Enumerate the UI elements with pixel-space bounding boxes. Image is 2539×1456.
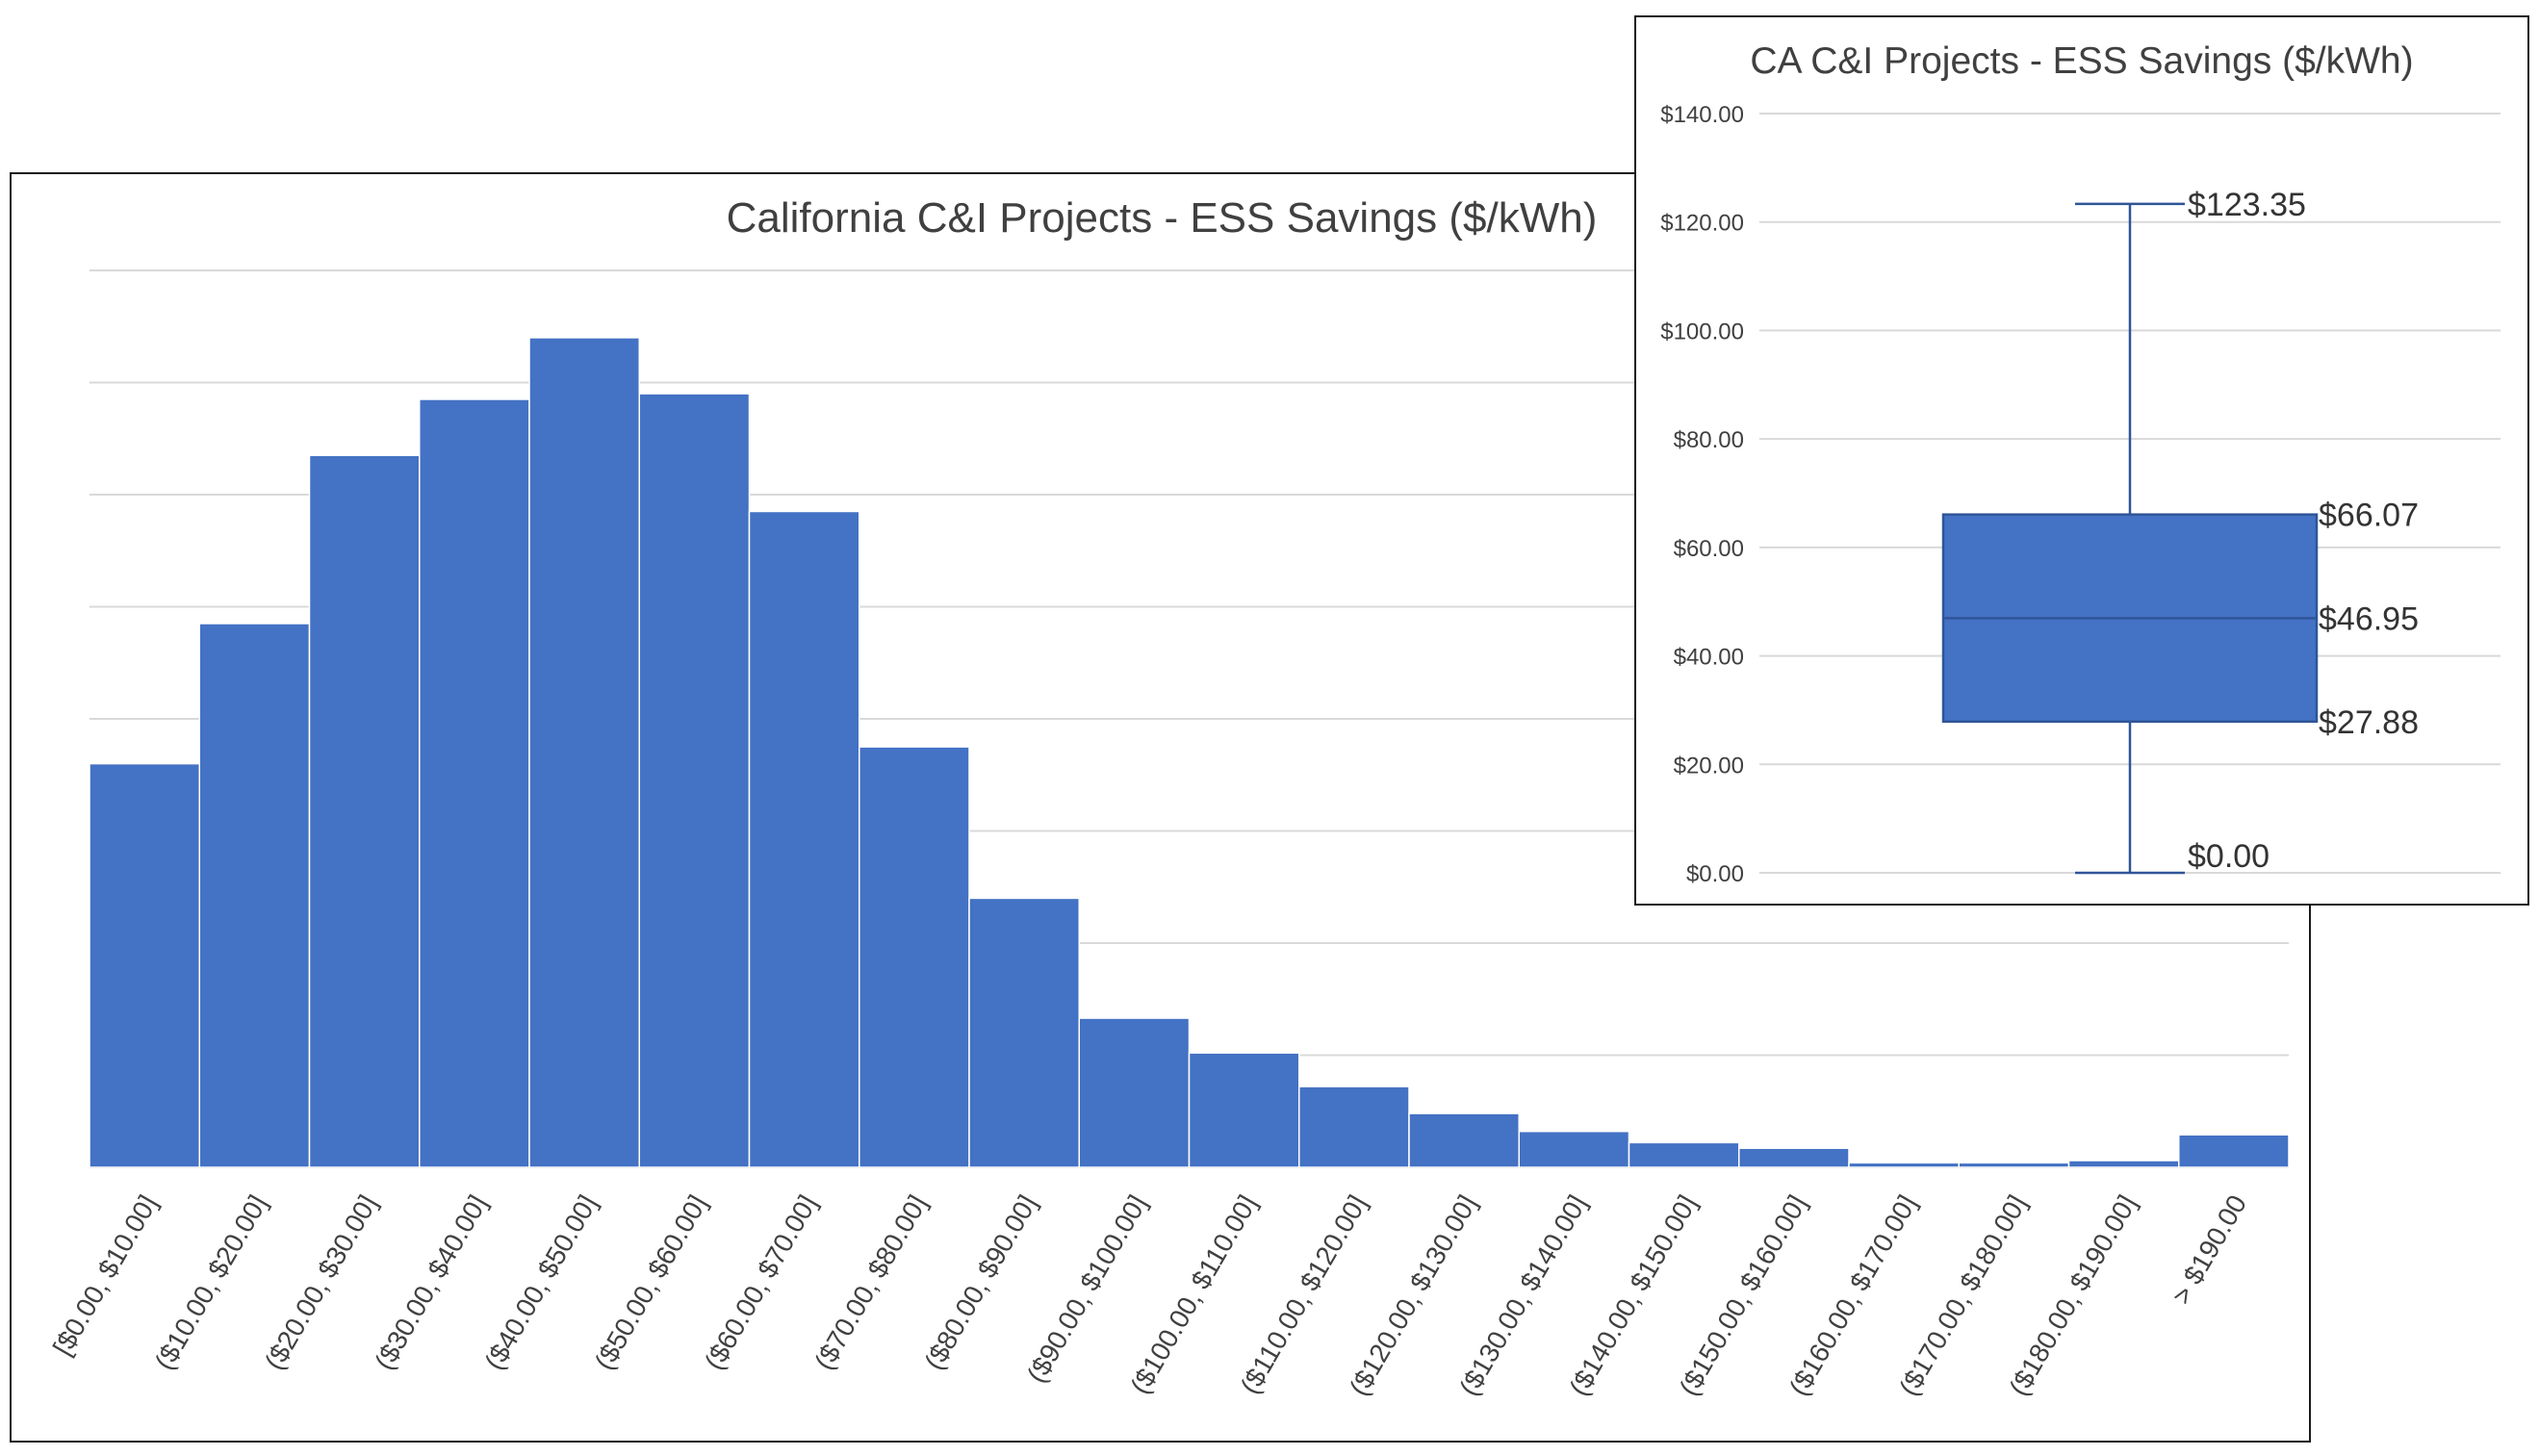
x-tick-label: ($120.00, $130.00] bbox=[1344, 1190, 1482, 1401]
histogram-title: California C&I Projects - ESS Savings ($… bbox=[727, 194, 1598, 242]
y-tick-label: $60.00 bbox=[1674, 536, 1744, 562]
histogram-bar bbox=[1298, 1086, 1410, 1168]
histogram-bar bbox=[419, 398, 530, 1168]
x-tick-label: ($150.00, $160.00] bbox=[1674, 1190, 1812, 1401]
histogram-bar bbox=[528, 337, 640, 1168]
histogram-bar bbox=[2067, 1160, 2180, 1168]
x-tick-label: ($60.00, $70.00] bbox=[699, 1190, 823, 1375]
x-tick-label: [$0.00, $10.00] bbox=[47, 1190, 163, 1361]
y-tick-label: $20.00 bbox=[1674, 753, 1744, 779]
data-label-q3: $66.07 bbox=[2319, 498, 2419, 534]
x-tick-label: ($30.00, $40.00] bbox=[369, 1190, 493, 1375]
histogram-bar bbox=[1078, 1017, 1191, 1168]
histogram-bar bbox=[2178, 1134, 2290, 1168]
data-label-median: $46.95 bbox=[2319, 600, 2419, 637]
box-plot-chart: CA C&I Projects - ESS Savings ($/kWh) $0… bbox=[1634, 15, 2529, 906]
histogram-bar bbox=[1738, 1147, 1850, 1168]
histogram-bar bbox=[1628, 1141, 1740, 1168]
histogram-bar bbox=[1408, 1112, 1520, 1168]
x-tick-label: ($80.00, $90.00] bbox=[918, 1190, 1042, 1375]
x-tick-label: ($20.00, $30.00] bbox=[259, 1190, 383, 1375]
x-tick-label: > $190.00 bbox=[2167, 1190, 2253, 1310]
x-tick-label: ($100.00, $110.00] bbox=[1124, 1190, 1262, 1399]
x-tick-label: ($70.00, $80.00] bbox=[808, 1190, 933, 1375]
x-tick-label: ($130.00, $140.00] bbox=[1453, 1190, 1592, 1401]
histogram-bar bbox=[308, 454, 421, 1168]
x-tick-label: ($90.00, $100.00] bbox=[1021, 1190, 1153, 1389]
x-tick-label: ($50.00, $60.00] bbox=[589, 1190, 713, 1375]
data-label-q1: $27.88 bbox=[2319, 704, 2419, 741]
box-plot-title: CA C&I Projects - ESS Savings ($/kWh) bbox=[1750, 40, 2413, 82]
histogram-bar bbox=[638, 393, 751, 1168]
data-label-min: $0.00 bbox=[2188, 838, 2270, 875]
histogram-bar bbox=[748, 510, 860, 1168]
x-tick-label: ($110.00, $120.00] bbox=[1235, 1190, 1372, 1399]
box-plot-svg: CA C&I Projects - ESS Savings ($/kWh) $0… bbox=[1660, 40, 2501, 887]
y-tick-label: $120.00 bbox=[1660, 211, 1744, 237]
x-tick-label: ($160.00, $170.00] bbox=[1783, 1190, 1922, 1401]
y-tick-label: $40.00 bbox=[1674, 645, 1744, 671]
y-tick-label: $80.00 bbox=[1674, 427, 1744, 453]
histogram-svg: California C&I Projects - ESS Savings ($… bbox=[47, 194, 2290, 1401]
histogram-bar bbox=[859, 746, 970, 1168]
histogram-bar bbox=[1958, 1162, 2070, 1168]
histogram-bar bbox=[1188, 1052, 1300, 1168]
y-tick-label: $0.00 bbox=[1686, 861, 1744, 887]
x-tick-label: ($170.00, $180.00] bbox=[1893, 1190, 2032, 1401]
x-tick-label: ($40.00, $50.00] bbox=[478, 1190, 603, 1375]
x-tick-label: ($140.00, $150.00] bbox=[1563, 1190, 1702, 1401]
histogram-bar bbox=[1518, 1130, 1630, 1168]
histogram-bar bbox=[198, 623, 311, 1168]
data-label-max: $123.35 bbox=[2188, 187, 2306, 223]
histogram-bar bbox=[968, 897, 1080, 1168]
x-tick-label: ($10.00, $20.00] bbox=[149, 1190, 273, 1375]
y-tick-label: $140.00 bbox=[1660, 102, 1744, 128]
histogram-bar bbox=[1848, 1162, 1960, 1168]
histogram-bar bbox=[89, 762, 200, 1168]
y-tick-label: $100.00 bbox=[1660, 319, 1744, 345]
x-tick-label: ($180.00, $190.00] bbox=[2003, 1190, 2141, 1401]
